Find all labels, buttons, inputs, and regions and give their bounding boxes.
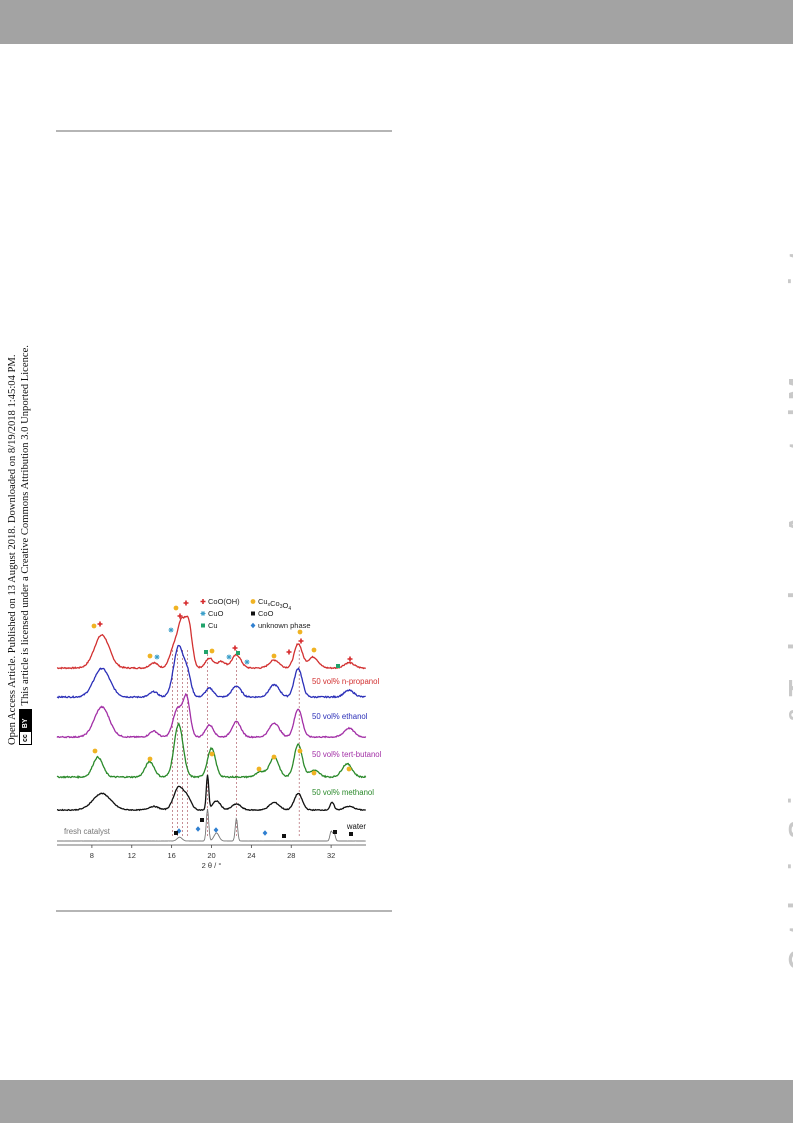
- legend-marker: [226, 654, 232, 660]
- legend-marker: [201, 623, 205, 628]
- journal-watermark: Catalysis Science & Technology Accepted …: [783, 250, 793, 970]
- legend-marker: [147, 756, 153, 762]
- legend-marker: [256, 766, 262, 772]
- legend-marker: [177, 613, 183, 619]
- legend-marker: [204, 650, 208, 654]
- series-label: 50 vol% tert-butanol: [312, 750, 382, 759]
- legend-marker: [333, 830, 337, 834]
- legend-marker: [236, 651, 240, 655]
- legend-marker: [195, 826, 201, 832]
- legend-marker: [91, 623, 97, 629]
- legend-marker: [200, 599, 206, 604]
- series-line: [56, 644, 366, 699]
- legend-marker: [286, 649, 292, 655]
- figure-top-rule: [56, 130, 392, 132]
- legend-label: CuO: [208, 609, 224, 618]
- legend-label: CoO: [258, 609, 274, 618]
- legend-marker: [349, 832, 353, 836]
- x-axis-label: 2 θ / °: [202, 861, 222, 870]
- legend-label: CuxCo3O4: [258, 597, 291, 612]
- legend-marker: [209, 648, 215, 654]
- legend-marker: [173, 605, 179, 611]
- legend-marker: [176, 828, 182, 834]
- series-line: [56, 774, 367, 812]
- legend-marker: [200, 611, 206, 616]
- top-header-bar: [0, 0, 793, 44]
- legend-marker: [154, 654, 160, 660]
- legend-marker: [297, 629, 303, 635]
- legend-marker: [282, 834, 286, 838]
- legend-marker: [183, 600, 189, 606]
- legend-label: Cu: [208, 621, 218, 630]
- legend-marker: [311, 647, 317, 653]
- legend-marker: [271, 653, 277, 659]
- legend-marker: [213, 827, 219, 833]
- x-tick-label: 16: [167, 851, 175, 860]
- series-line: [56, 722, 367, 779]
- series-label: 50 vol% methanol: [312, 788, 374, 797]
- series-label: water: [346, 822, 366, 831]
- legend-marker: [346, 766, 352, 772]
- x-tick-label: 8: [90, 851, 94, 860]
- legend-marker: [200, 818, 204, 822]
- series-label: 50 vol% n-propanol: [312, 677, 379, 686]
- legend-marker: [168, 627, 174, 633]
- legend-marker: [232, 645, 238, 651]
- series-line: [56, 692, 367, 739]
- x-tick-label: 12: [128, 851, 136, 860]
- legend-label: unknown phase: [258, 621, 311, 630]
- x-tick-label: 28: [287, 851, 295, 860]
- series-line: [57, 808, 366, 842]
- legend-label: CoO(OH): [208, 597, 240, 606]
- series-label: fresh catalyst: [64, 827, 111, 836]
- legend-marker: [271, 754, 277, 760]
- legend-marker: [174, 831, 178, 835]
- legend-marker: [250, 622, 256, 629]
- figure-bottom-rule: [56, 910, 392, 912]
- legend-marker: [244, 659, 250, 665]
- legend-marker: [336, 664, 340, 668]
- series-label: 50 vol% ethanol: [312, 712, 368, 721]
- x-tick-label: 32: [327, 851, 335, 860]
- legend-marker: [97, 621, 103, 627]
- legend-marker: [297, 748, 303, 754]
- legend-marker: [92, 748, 98, 754]
- legend-marker: [250, 599, 256, 604]
- legend-marker: [311, 770, 317, 776]
- series-line: [56, 615, 367, 670]
- legend-marker: [251, 611, 255, 616]
- x-tick-label: 20: [207, 851, 215, 860]
- legend-marker: [298, 638, 304, 644]
- x-tick-label: 24: [247, 851, 255, 860]
- legend-marker: [147, 653, 153, 659]
- legend-marker: [209, 751, 215, 757]
- bottom-footer-bar: [0, 1080, 793, 1123]
- legend-marker: [262, 830, 268, 836]
- legend-marker: [347, 656, 353, 662]
